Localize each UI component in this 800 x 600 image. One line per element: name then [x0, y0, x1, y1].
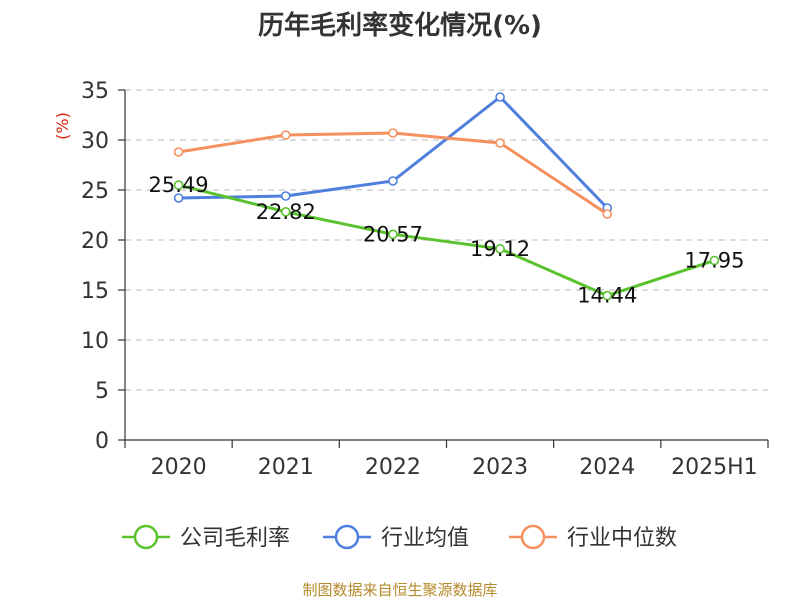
data-point — [173, 147, 184, 157]
data-point — [602, 209, 613, 219]
data-point — [495, 138, 505, 148]
data-point — [280, 130, 291, 140]
source-note: 制图数据来自恒生聚源数据库 — [302, 581, 497, 599]
legend[interactable]: 公司毛利率 行业均值 行业中位数 — [122, 524, 677, 551]
legend-label: 公司毛利率 — [180, 526, 290, 551]
x-tick-label: 2025H1 — [671, 455, 758, 480]
axes: 0 5 10 15 20 25 30 35 2020 2021 2022 2023 2024 2025H1 — [81, 79, 769, 480]
series-line-1 — [178, 95, 609, 210]
x-tick-label: 2023 — [472, 455, 528, 480]
data-point — [709, 255, 720, 266]
x-tick-label: 2021 — [258, 455, 314, 480]
x-tick-label: 2024 — [579, 455, 635, 480]
legend-item[interactable]: 行业中位数 — [509, 524, 677, 551]
data-labels: 25.49 22.82 20.57 19.12 14.44 17.95 — [149, 173, 745, 308]
data-label: 22.82 — [256, 200, 316, 224]
data-point — [280, 207, 291, 217]
y-tick-label: 30 — [81, 129, 109, 154]
data-point — [495, 244, 505, 254]
data-point — [280, 191, 291, 201]
y-tick-label: 5 — [95, 379, 109, 404]
y-tick-label: 0 — [95, 429, 109, 454]
data-label: 17.95 — [684, 249, 744, 273]
data-point — [495, 92, 505, 102]
data-label: 20.57 — [363, 222, 423, 246]
legend-label: 行业均值 — [381, 526, 469, 551]
x-tick-label: 2020 — [151, 455, 207, 480]
y-axis-unit: (%) — [53, 112, 72, 140]
data-point — [388, 128, 398, 138]
y-tick-label: 35 — [81, 79, 109, 104]
y-tick-label: 20 — [81, 229, 109, 254]
data-point — [173, 193, 184, 203]
legend-item[interactable]: 行业均值 — [323, 524, 469, 551]
y-tick-label: 10 — [81, 329, 109, 354]
legend-marker — [334, 524, 360, 550]
y-tick-label: 25 — [81, 179, 109, 204]
legend-marker — [133, 524, 159, 550]
legend-marker — [520, 524, 546, 550]
chart-title: 历年毛利率变化情况(%) — [258, 10, 542, 41]
x-tick-label: 2022 — [365, 455, 421, 480]
legend-item[interactable]: 公司毛利率 — [122, 524, 290, 551]
series-lines — [173, 92, 720, 301]
y-tick-label: 15 — [81, 279, 109, 304]
data-point — [388, 229, 398, 240]
data-label: 19.12 — [470, 237, 530, 261]
data-point — [388, 176, 398, 186]
gridlines — [125, 89, 768, 391]
series-line-0 — [178, 183, 715, 298]
legend-label: 行业中位数 — [567, 526, 677, 551]
data-point — [173, 180, 184, 190]
data-label: 25.49 — [149, 173, 209, 197]
data-label: 14.44 — [577, 284, 637, 308]
data-point — [602, 290, 613, 301]
